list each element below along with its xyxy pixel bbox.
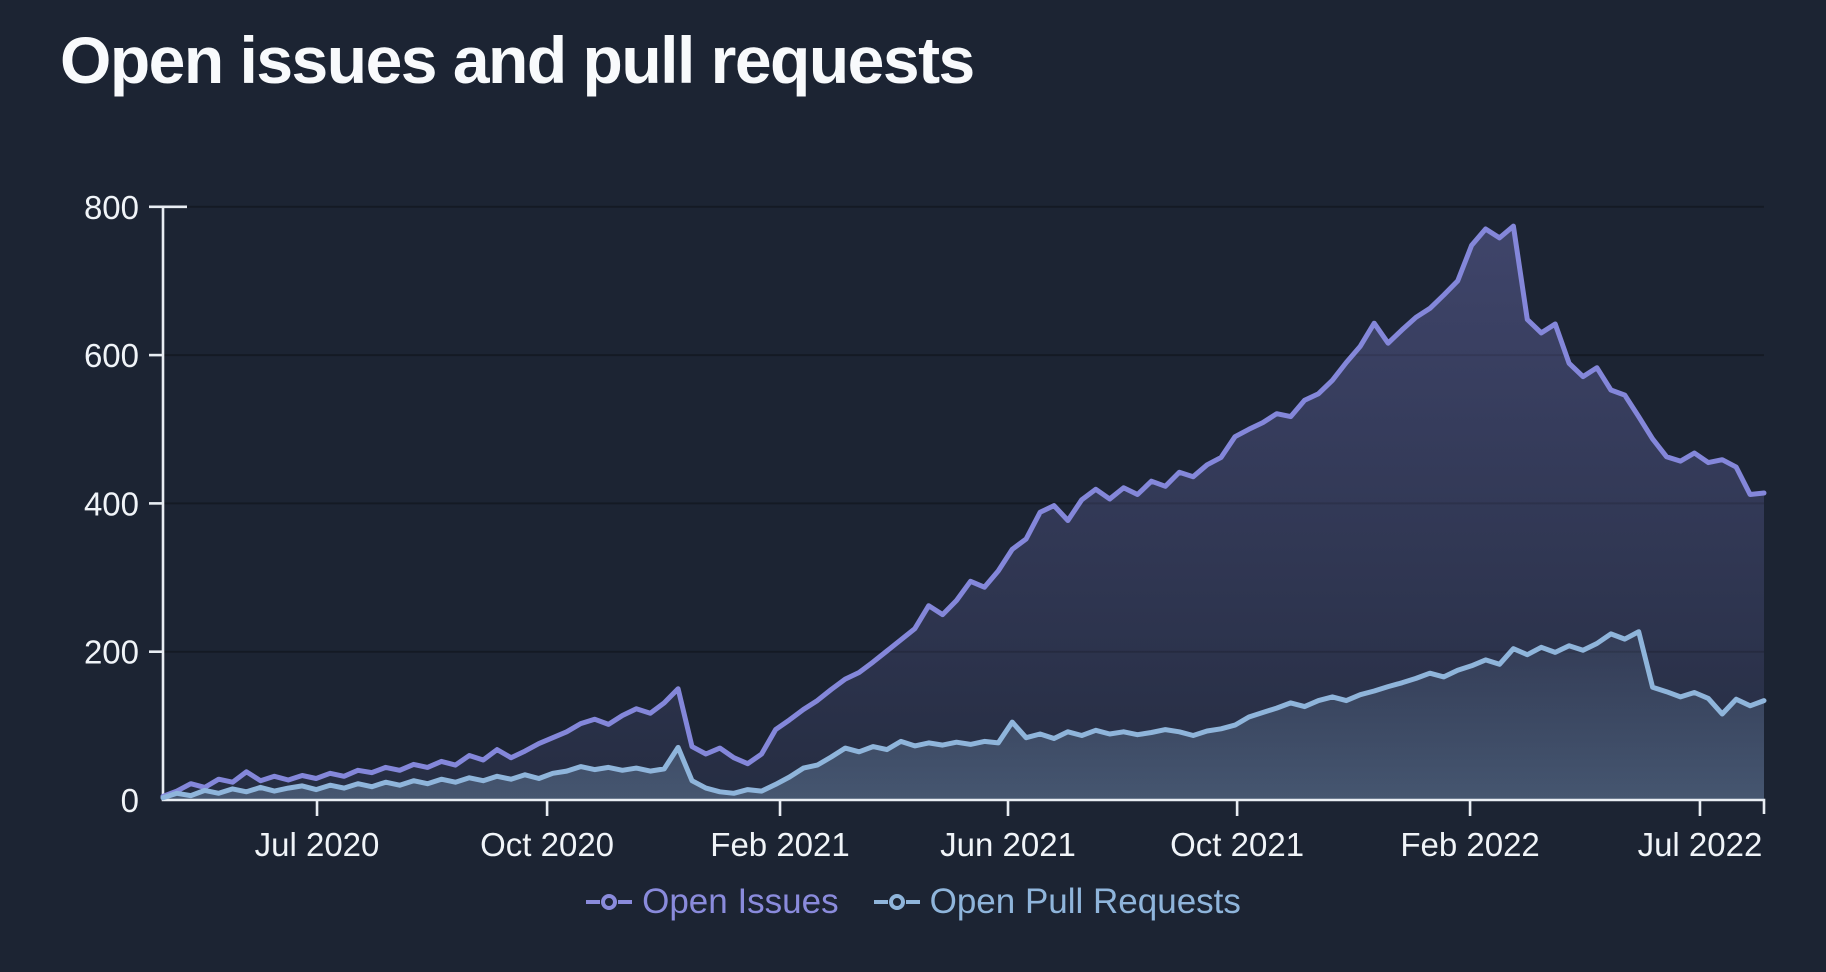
y-tick-label: 0: [121, 782, 139, 819]
x-tick-label: Feb 2021: [710, 826, 849, 863]
series-line-0: [160, 223, 1767, 799]
series-line-1: [160, 629, 1767, 801]
x-tick-label: Jul 2022: [1638, 826, 1763, 863]
y-tick-label: 400: [84, 485, 139, 522]
legend-item-open-issues[interactable]: Open Issues: [585, 882, 839, 922]
y-tick-label: 800: [84, 189, 139, 226]
x-tick-label: Feb 2022: [1400, 826, 1539, 863]
legend-item-open-pull-requests[interactable]: Open Pull Requests: [873, 882, 1241, 922]
y-tick-label: 200: [84, 634, 139, 671]
legend-label: Open Issues: [642, 882, 839, 921]
series-area-1: [163, 631, 1764, 800]
x-tick-label: Oct 2020: [480, 826, 614, 863]
line-circle-icon: [586, 894, 633, 910]
legend-label: Open Pull Requests: [929, 882, 1241, 921]
y-tick-label: 600: [84, 337, 139, 374]
page-title: Open issues and pull requests: [60, 23, 975, 97]
x-tick-label: Oct 2021: [1170, 826, 1304, 863]
x-tick-label: Jul 2020: [255, 826, 380, 863]
series-area-0: [163, 226, 1764, 801]
chart-legend: Open Issues Open Pull Requests: [0, 882, 1826, 922]
line-circle-icon: [873, 894, 920, 910]
x-tick-label: Jun 2021: [940, 826, 1076, 863]
